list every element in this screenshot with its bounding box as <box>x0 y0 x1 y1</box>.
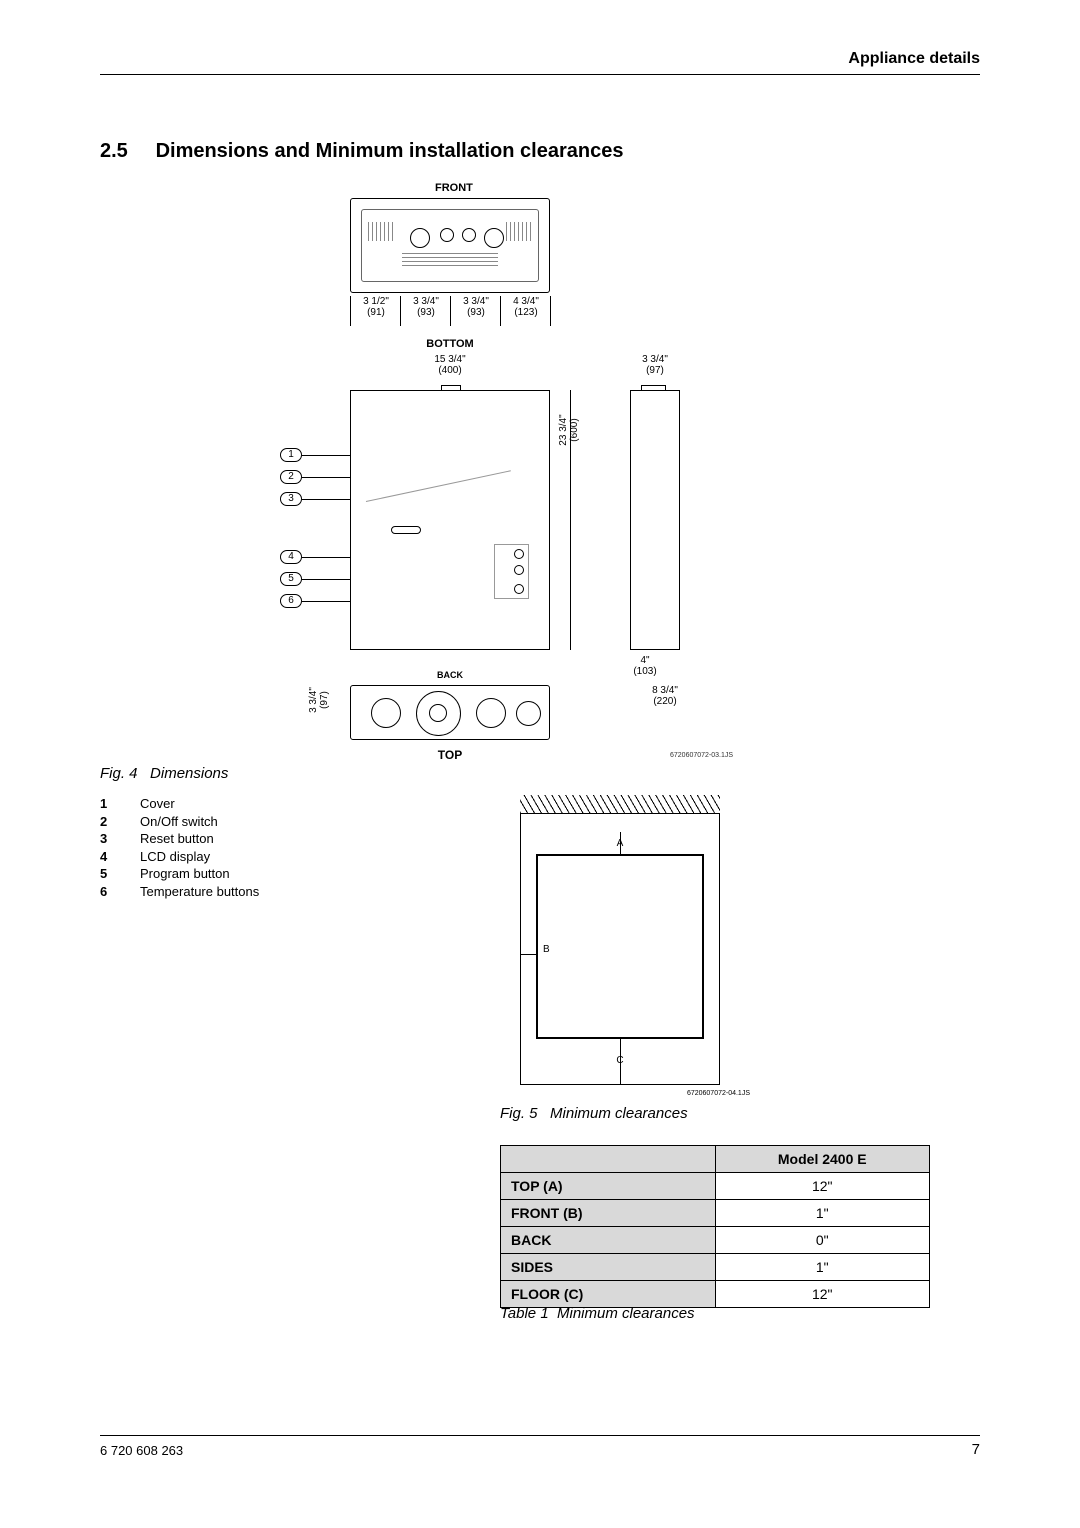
footer-docnum: 6 720 608 263 <box>100 1443 183 1458</box>
table-row: SIDES1" <box>501 1254 930 1281</box>
callout-6: 6 <box>280 594 302 608</box>
fig5-caption: Fig. 5 Minimum clearances <box>500 1105 688 1122</box>
knob-icon <box>484 228 504 248</box>
bottom-width-dim: 15 3/4"(400) <box>405 354 495 376</box>
callout-4: 4 <box>280 550 302 564</box>
hatch-wall <box>520 795 720 813</box>
table-row: FLOOR (C)12" <box>501 1281 930 1308</box>
height-dim: 23 3/4"(600) <box>558 390 580 470</box>
vent-right <box>504 222 534 241</box>
legend-item: 2On/Off switch <box>100 813 259 831</box>
legend-item: 6Temperature buttons <box>100 883 259 901</box>
clearance-c-label: C <box>616 1055 623 1066</box>
legend-item: 4LCD display <box>100 848 259 866</box>
header-section: Appliance details <box>848 50 980 68</box>
top-label: TOP <box>420 748 480 762</box>
side-view <box>630 390 680 650</box>
diagram-refcode: 6720607072-03.1JS <box>670 752 733 759</box>
front-dim-4: 4 3/4"(123) <box>504 296 548 318</box>
front-dim-1: 3 1/2"(91) <box>354 296 398 318</box>
callout-2: 2 <box>280 470 302 484</box>
table-row: TOP (A)12" <box>501 1173 930 1200</box>
outer-boundary: A B C <box>520 813 720 1085</box>
grill-lines <box>402 251 498 269</box>
back-label: BACK <box>430 670 470 680</box>
clearance-table: Model 2400 E TOP (A)12" FRONT (B)1" BACK… <box>500 1145 930 1308</box>
knob-icon <box>462 228 476 242</box>
callout-1: 1 <box>280 448 302 462</box>
fig4-caption: Fig. 4 Dimensions <box>100 765 228 782</box>
front-view <box>350 198 550 293</box>
front-inner <box>361 209 539 282</box>
table-caption: Table 1 Minimum clearances <box>500 1305 695 1322</box>
legend-item: 1Cover <box>100 795 259 813</box>
callout-3: 3 <box>280 492 302 506</box>
legend-list: 1Cover 2On/Off switch 3Reset button 4LCD… <box>100 795 259 900</box>
dimension-diagram: FRONT <box>270 180 810 760</box>
inner-unit <box>536 854 704 1039</box>
knob-icon <box>440 228 454 242</box>
clearance-refcode: 6720607072-04.1JS <box>687 1090 750 1097</box>
table-row: FRONT (B)1" <box>501 1200 930 1227</box>
clearance-b-label: B <box>543 944 550 955</box>
bottom-label: BOTTOM <box>420 338 480 350</box>
front-label: FRONT <box>435 182 465 194</box>
clearance-diagram: A B C 6720607072-04.1JS <box>520 795 720 1085</box>
footer-rule <box>100 1435 980 1436</box>
back-view <box>350 685 550 740</box>
header-rule <box>100 74 980 75</box>
footer-pagenum: 7 <box>972 1441 980 1458</box>
section-title: Dimensions and Minimum installation clea… <box>156 140 624 162</box>
section-number: 2.5 <box>100 140 150 163</box>
side-foot-dim-2: 8 3/4"(220) <box>630 685 700 707</box>
legend-item: 5Program button <box>100 865 259 883</box>
legend-item: 3Reset button <box>100 830 259 848</box>
table-model-header: Model 2400 E <box>715 1146 930 1173</box>
side-depth-dim: 3 3/4"(97) <box>620 354 690 376</box>
knob-icon <box>410 228 430 248</box>
front-dim-2: 3 3/4"(93) <box>404 296 448 318</box>
front-dim-3: 3 3/4"(93) <box>454 296 498 318</box>
main-front-view <box>350 390 550 650</box>
side-foot-dim-1: 4"(103) <box>620 655 670 677</box>
clearance-a-label: A <box>617 838 624 849</box>
front-dims: 3 1/2"(91) 3 3/4"(93) 3 3/4"(93) 4 3/4"(… <box>350 296 550 336</box>
table-row: BACK0" <box>501 1227 930 1254</box>
vent-left <box>366 222 396 241</box>
callout-5: 5 <box>280 572 302 586</box>
back-depth-dim: 3 3/4"(97) <box>308 675 330 725</box>
section-heading: 2.5 Dimensions and Minimum installation … <box>100 140 623 163</box>
